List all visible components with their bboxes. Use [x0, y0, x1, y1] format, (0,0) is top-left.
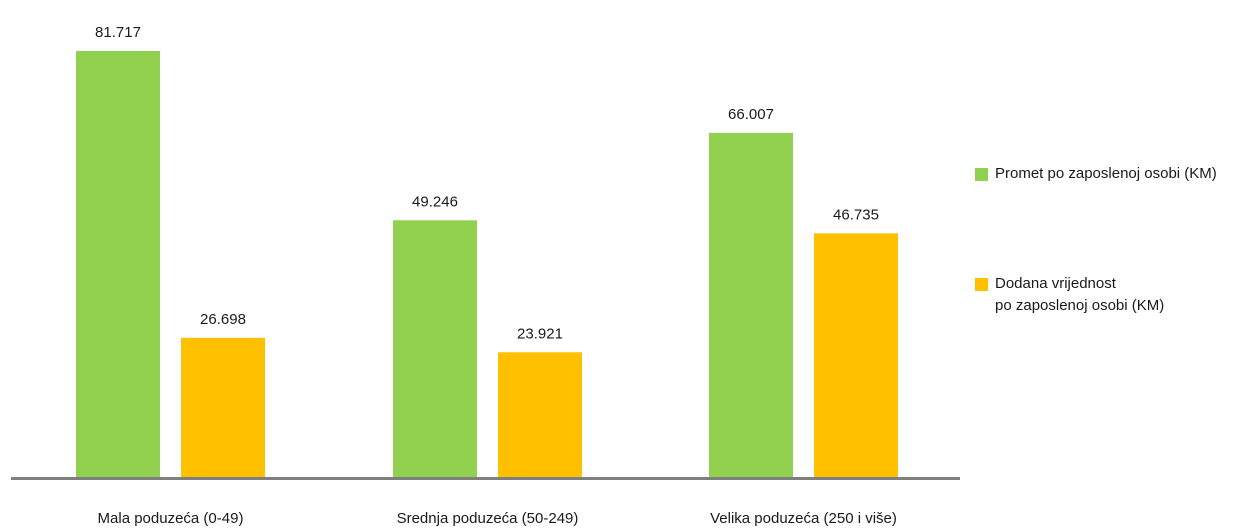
data-label-series2-cat2: 23.921: [517, 325, 563, 342]
data-label-series1-cat1: 81.717: [95, 24, 141, 41]
legend-label-promet-line1: Promet po zaposlenoj osobi (KM): [995, 165, 1217, 182]
x-tick-label-1: Mala poduzeća (0-49): [98, 510, 244, 527]
data-label-series2-cat1: 26.698: [200, 311, 246, 328]
data-label-series1-cat2: 49.246: [412, 193, 458, 210]
legend-item-dodana-vrijednost: Dodana vrijednost po zaposlenoj osobi (K…: [975, 273, 1235, 317]
data-label-series2-cat3: 46.735: [833, 206, 879, 223]
legend-item-promet: Promet po zaposlenoj osobi (KM): [975, 163, 1235, 185]
bar-series1-cat3: [709, 132, 793, 477]
bar-series2-cat3: [814, 233, 898, 477]
legend-swatch-orange: [975, 278, 988, 291]
bar-series1-cat1: [76, 51, 160, 477]
legend-label-dodana-vrijednost: Dodana vrijednost po zaposlenoj osobi (K…: [995, 273, 1235, 317]
legend: Promet po zaposlenoj osobi (KM) Dodana v…: [975, 163, 1235, 317]
legend-label-dodana-line2: po zaposlenoj osobi (KM): [995, 297, 1165, 314]
legend-label-promet: Promet po zaposlenoj osobi (KM): [995, 163, 1235, 185]
x-tick-label-3: Velika poduzeća (250 i više): [710, 510, 897, 527]
bar-series2-cat1: [181, 337, 265, 477]
bar-series2-cat2: [498, 352, 582, 477]
x-tick-label-2: Srednja poduzeća (50-249): [397, 510, 579, 527]
legend-swatch-green: [975, 168, 988, 181]
legend-label-dodana-line1: Dodana vrijednost: [995, 275, 1116, 292]
data-label-series1-cat3: 66.007: [728, 106, 774, 123]
bar-series1-cat2: [393, 220, 477, 477]
